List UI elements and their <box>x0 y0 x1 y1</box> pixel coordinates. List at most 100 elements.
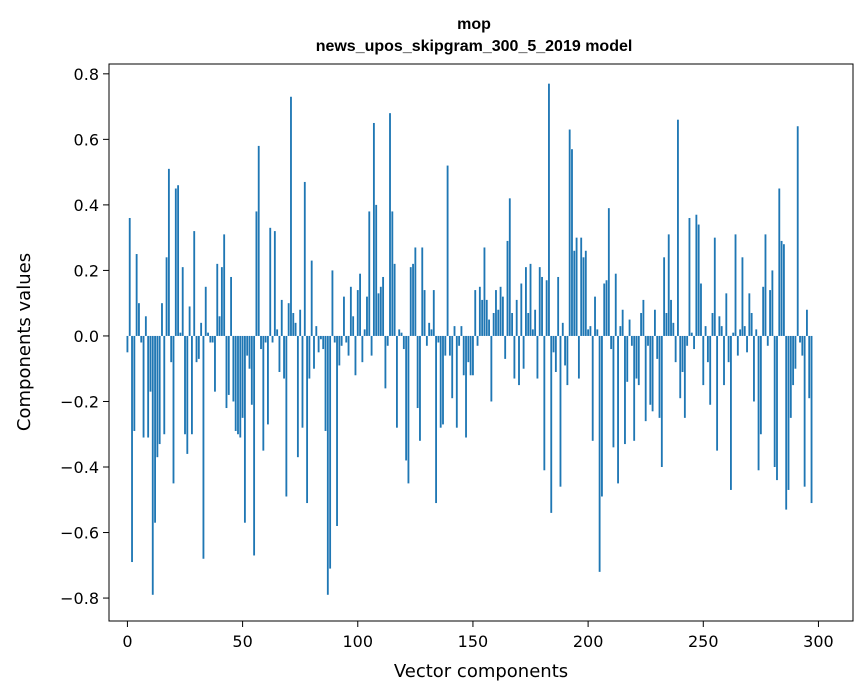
bar <box>151 335 154 595</box>
bar <box>301 335 304 428</box>
bar <box>660 335 663 468</box>
bar <box>423 290 426 336</box>
x-tick-label: 100 <box>342 632 373 651</box>
bar <box>801 335 804 356</box>
bar <box>140 335 143 343</box>
bar <box>174 188 177 336</box>
bar <box>653 309 656 336</box>
bar <box>361 335 364 363</box>
bar <box>186 335 189 454</box>
bar <box>220 267 223 336</box>
bar <box>435 335 437 504</box>
bar <box>561 322 564 336</box>
bar <box>580 237 583 336</box>
bar <box>706 335 709 363</box>
bar <box>191 335 193 435</box>
bar <box>736 335 739 356</box>
bar <box>135 254 138 336</box>
bar <box>640 313 643 336</box>
bar <box>663 257 666 336</box>
bar <box>319 335 322 340</box>
x-axis-ticks: 0 50 100 150 200 250 300 <box>122 621 834 651</box>
bar <box>347 335 350 356</box>
bar <box>170 335 173 363</box>
bar <box>633 335 636 441</box>
bar <box>709 335 712 405</box>
bar <box>402 335 405 350</box>
bar <box>753 335 755 402</box>
bar <box>345 335 348 343</box>
bar <box>522 335 525 369</box>
bar <box>642 299 645 336</box>
bar <box>200 322 203 336</box>
bar <box>389 113 391 336</box>
bar <box>667 234 670 336</box>
bar <box>610 335 613 350</box>
bar <box>290 96 292 336</box>
bar <box>527 313 530 336</box>
bar <box>478 286 481 336</box>
bar <box>693 335 695 350</box>
bar <box>497 309 500 336</box>
y-tick-label: 0.4 <box>74 196 99 215</box>
x-tick-label: 0 <box>122 632 132 651</box>
bar <box>405 335 408 461</box>
bar <box>626 335 629 382</box>
bar <box>782 244 785 336</box>
bar <box>382 276 385 336</box>
bar <box>794 335 797 369</box>
bar <box>651 335 654 412</box>
bar <box>557 276 560 336</box>
bar <box>144 316 147 336</box>
bar <box>518 335 520 386</box>
bar <box>296 335 299 458</box>
bar <box>723 335 725 386</box>
bar <box>488 319 490 336</box>
bar <box>366 296 368 336</box>
bar <box>621 309 624 336</box>
bar <box>695 214 698 336</box>
bar <box>485 299 488 336</box>
bar <box>161 303 163 336</box>
bar <box>260 335 262 350</box>
bar <box>771 270 774 336</box>
bar <box>331 270 334 336</box>
bar <box>396 335 398 428</box>
bar <box>315 326 318 336</box>
bar <box>677 119 679 336</box>
bar <box>635 335 638 379</box>
bar <box>248 335 251 369</box>
bar <box>679 335 682 399</box>
bar-series <box>126 83 813 595</box>
bar <box>492 313 495 336</box>
bar <box>372 122 375 336</box>
bar <box>446 165 449 336</box>
bar <box>732 332 735 336</box>
bar <box>197 335 200 359</box>
bar <box>354 335 357 376</box>
bar <box>619 326 622 336</box>
bar <box>156 335 159 458</box>
bar <box>584 250 587 336</box>
bar <box>250 335 253 405</box>
bar <box>513 335 516 379</box>
bar <box>188 306 191 336</box>
bar <box>803 335 806 487</box>
bar <box>474 290 477 336</box>
bar <box>607 208 610 336</box>
bar <box>508 198 511 336</box>
bar <box>177 185 180 336</box>
bar <box>536 335 539 379</box>
bar <box>465 335 467 438</box>
bar <box>207 332 209 336</box>
bar <box>412 263 414 336</box>
bar <box>218 316 221 336</box>
bar <box>472 335 474 376</box>
bar <box>796 126 799 336</box>
bar <box>730 335 732 490</box>
bar <box>444 335 447 356</box>
chart-title-line-1: mop <box>457 16 491 33</box>
bar <box>490 335 493 402</box>
bar <box>264 335 267 343</box>
